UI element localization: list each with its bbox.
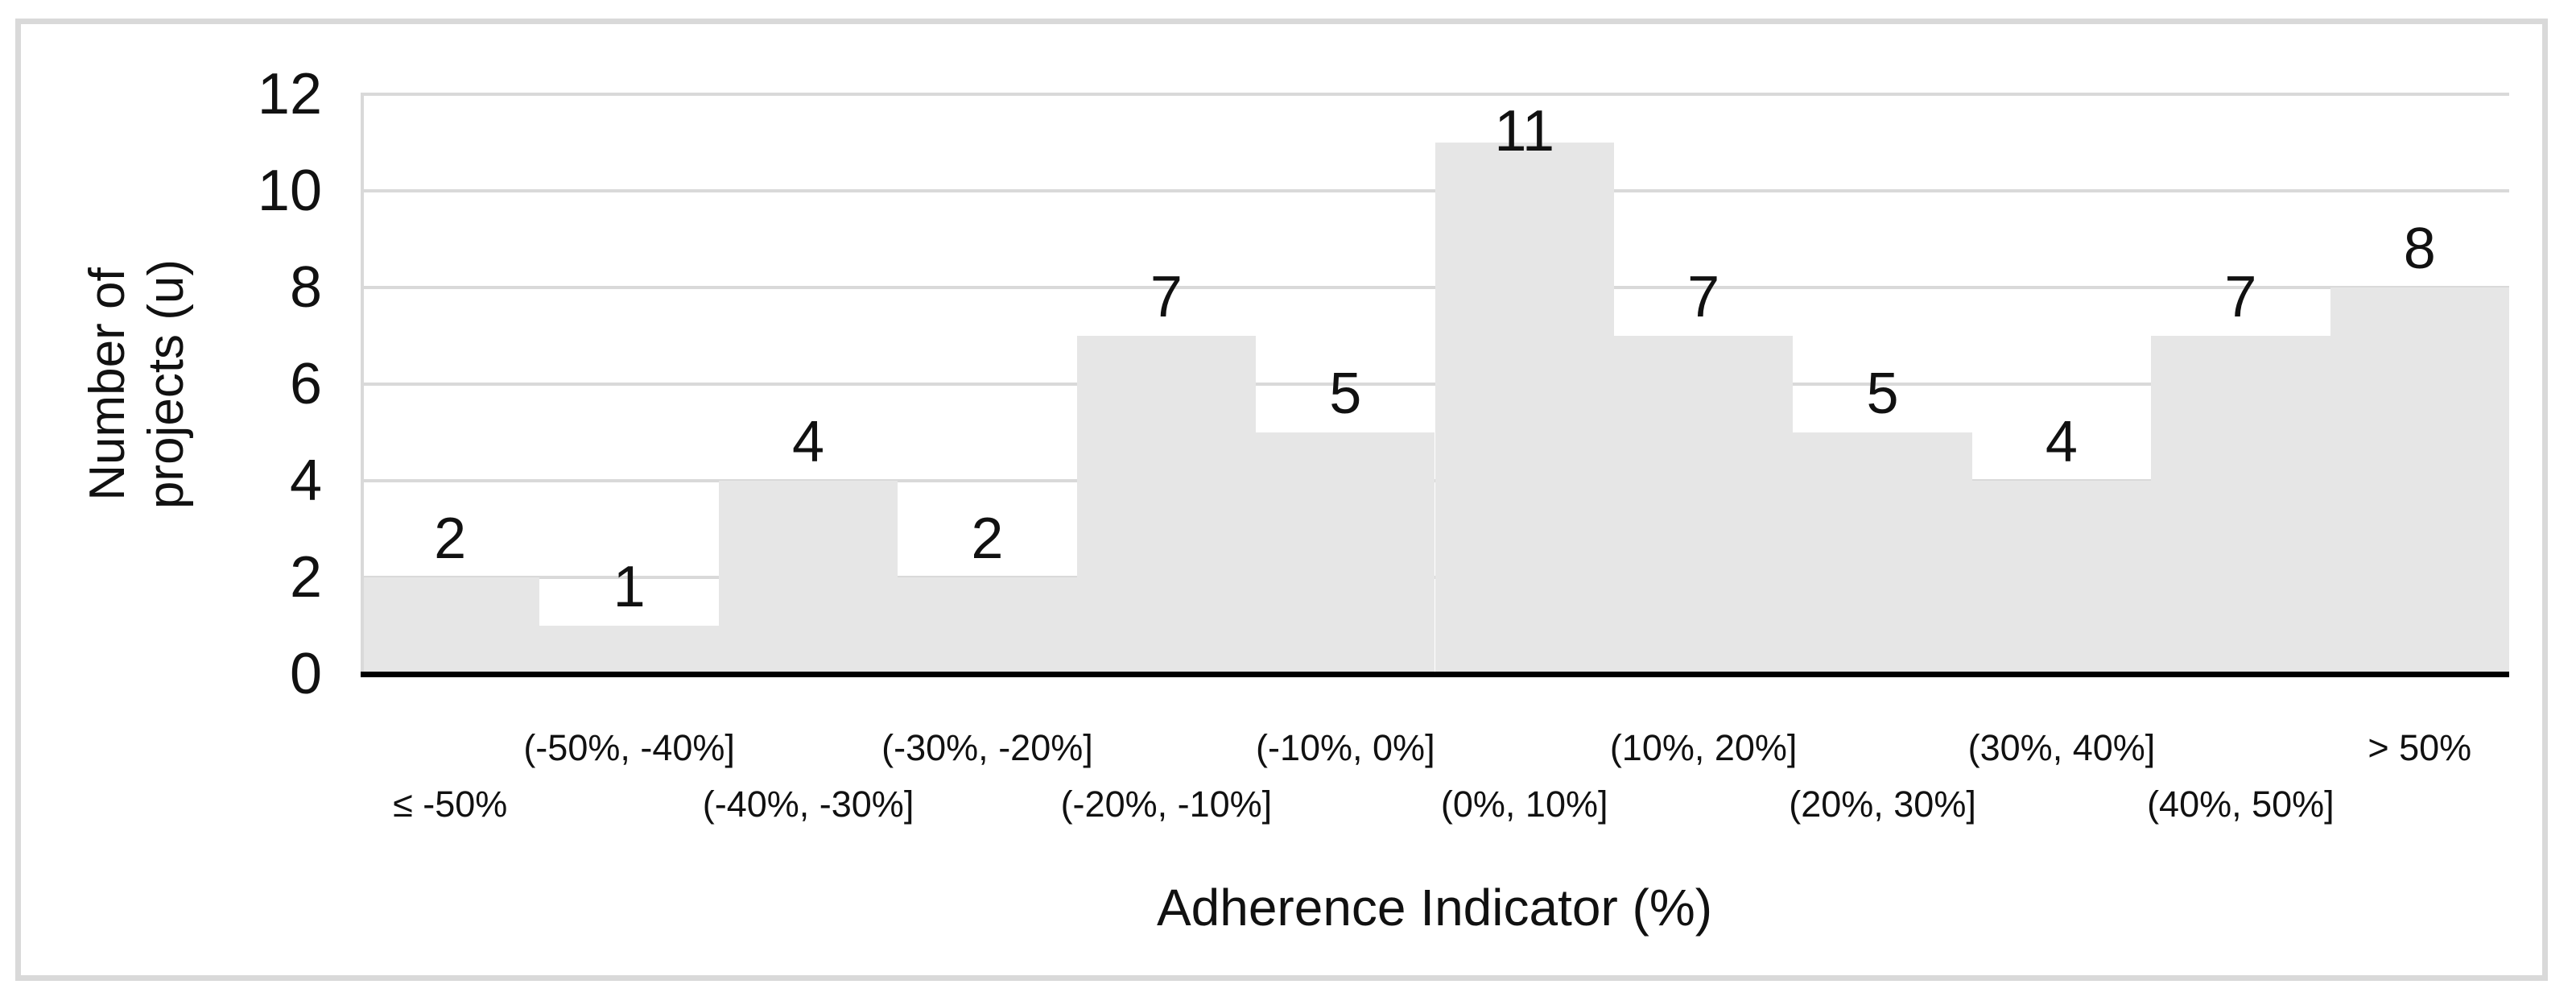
data-label-10: 7 bbox=[2224, 265, 2257, 329]
bar-8 bbox=[1793, 432, 1972, 674]
gridline-y-12 bbox=[361, 93, 2509, 96]
bar-11 bbox=[2330, 287, 2509, 674]
y-axis-title-line1: Number of bbox=[79, 267, 135, 501]
x-category-label-2: (-40%, -30%] bbox=[702, 784, 914, 825]
data-label-6: 11 bbox=[1494, 99, 1555, 163]
bar-6 bbox=[1435, 143, 1614, 674]
x-category-label-11: > 50% bbox=[2368, 727, 2472, 768]
plot-area: 2 1 4 2 7 5 11 7 5 4 7 8 bbox=[361, 93, 2509, 674]
y-axis-title: Number of projects (u) bbox=[78, 259, 196, 509]
bar-1 bbox=[539, 626, 719, 674]
bar-5 bbox=[1256, 432, 1435, 674]
bar-2 bbox=[718, 481, 898, 674]
data-label-7: 7 bbox=[1687, 265, 1720, 329]
data-label-8: 5 bbox=[1866, 362, 1899, 426]
data-label-2: 4 bbox=[792, 410, 825, 474]
y-axis-line bbox=[361, 94, 364, 677]
x-category-label-6: (0%, 10%] bbox=[1440, 784, 1608, 825]
bar-9 bbox=[1971, 481, 2152, 674]
x-category-label-10: (40%, 50%] bbox=[2147, 784, 2334, 825]
data-label-11: 8 bbox=[2403, 217, 2436, 281]
data-label-4: 7 bbox=[1150, 265, 1183, 329]
data-label-3: 2 bbox=[971, 507, 1004, 571]
data-label-9: 4 bbox=[2045, 410, 2078, 474]
x-axis-title: Adherence Indicator (%) bbox=[1156, 879, 1713, 937]
x-category-label-0: ≤ -50% bbox=[393, 784, 508, 825]
bar-3 bbox=[898, 577, 1077, 674]
x-category-label-5: (-10%, 0%] bbox=[1255, 727, 1435, 768]
x-category-label-9: (30%, 40%] bbox=[1967, 727, 2156, 768]
x-category-label-8: (20%, 30%] bbox=[1789, 784, 1976, 825]
bar-0 bbox=[361, 577, 540, 674]
data-label-5: 5 bbox=[1329, 362, 1362, 426]
x-axis-line bbox=[361, 672, 2509, 677]
data-label-0: 2 bbox=[434, 507, 467, 571]
data-label-1: 1 bbox=[613, 555, 646, 619]
x-category-label-7: (10%, 20%] bbox=[1609, 727, 1798, 768]
x-category-label-4: (-20%, -10%] bbox=[1060, 784, 1273, 825]
bar-7 bbox=[1613, 336, 1794, 674]
y-tick-label-6: 6 bbox=[289, 352, 322, 416]
y-tick-label-12: 12 bbox=[257, 62, 322, 126]
bar-4 bbox=[1076, 336, 1257, 674]
y-tick-label-4: 4 bbox=[289, 449, 322, 513]
y-tick-label-10: 10 bbox=[257, 159, 322, 223]
y-tick-label-8: 8 bbox=[289, 255, 322, 320]
x-category-label-3: (-30%, -20%] bbox=[881, 727, 1093, 768]
x-category-label-1: (-50%, -40%] bbox=[523, 727, 735, 768]
y-tick-label-2: 2 bbox=[289, 545, 322, 610]
bar-10 bbox=[2151, 336, 2330, 674]
y-tick-label-0: 0 bbox=[289, 642, 322, 706]
